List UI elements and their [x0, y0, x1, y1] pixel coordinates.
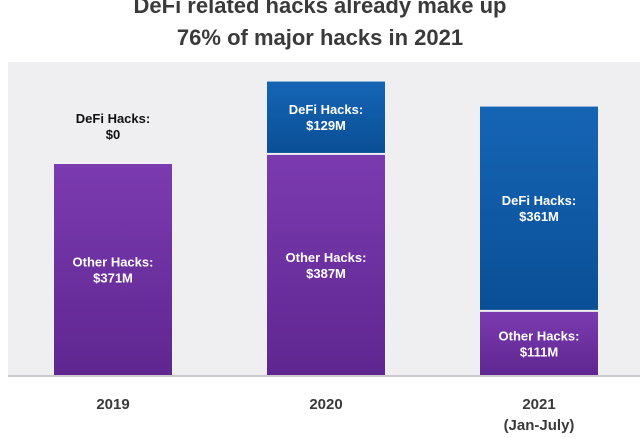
bar-other-hacks-2019: [54, 164, 172, 375]
data-label-other-hacks-2021: Other Hacks: $111M: [499, 328, 580, 359]
x-tick-sublabel-2021: (Jan-July): [504, 417, 575, 434]
data-label-other-hacks-2020: Other Hacks: $387M: [286, 250, 367, 281]
x-tick-label-2021: 2021: [522, 396, 555, 413]
x-tick-label-2020: 2020: [309, 396, 342, 413]
bar-other-hacks-2021: [480, 311, 598, 375]
bar-defi-hacks-2020: [267, 81, 385, 153]
data-label-defi-hacks-2019: DeFi Hacks: $0: [76, 111, 150, 142]
chart-title-line-1: DeFi related hacks already make up: [133, 0, 507, 18]
data-label-defi-hacks-2021: DeFi Hacks: $361M: [502, 193, 576, 224]
x-tick-label-2019: 2019: [96, 396, 129, 413]
data-label-other-hacks-2019: Other Hacks: $371M: [73, 255, 154, 286]
data-label-defi-hacks-2020: DeFi Hacks: $129M: [289, 102, 363, 133]
bar-other-hacks-2020: [267, 154, 385, 375]
x-axis-line: [8, 375, 640, 377]
bar-defi-hacks-2021: [480, 106, 598, 310]
chart-title-line-2: 76% of major hacks in 2021: [176, 25, 464, 50]
